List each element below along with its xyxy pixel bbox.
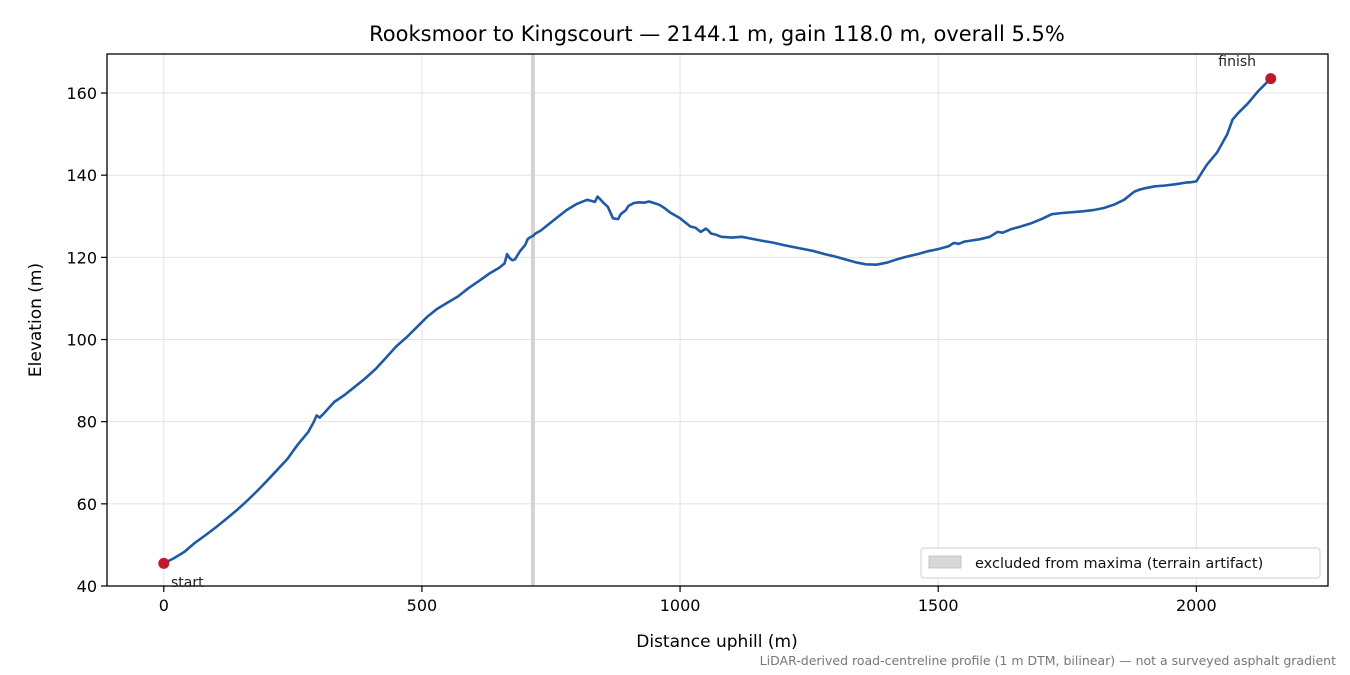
y-tick-label: 160 [66, 84, 97, 103]
chart-title: Rooksmoor to Kingscourt — 2144.1 m, gain… [369, 22, 1065, 46]
y-tick-label: 80 [77, 413, 97, 432]
x-axis-title: Distance uphill (m) [636, 632, 797, 652]
finish-marker [1265, 73, 1277, 85]
y-tick-label: 140 [66, 166, 97, 185]
legend-swatch [928, 555, 962, 569]
y-axis-title: Elevation (m) [26, 263, 46, 377]
x-tick-label: 2000 [1176, 596, 1217, 615]
y-tick-label: 60 [77, 495, 97, 514]
legend-entry-excluded: excluded from maxima (terrain artifact) [975, 556, 1263, 572]
axis-ticks: 0 500 1000 1500 2000 40 60 80 100 120 140 160 [66, 84, 1216, 615]
elevation-line [163, 77, 1272, 565]
y-tick-label: 100 [66, 331, 97, 350]
finish-label: finish [1218, 54, 1256, 70]
plot-frame [106, 53, 1329, 587]
legend: excluded from maxima (terrain artifact) [920, 547, 1321, 579]
y-tick-label: 40 [77, 577, 97, 596]
legend-box [920, 547, 1321, 579]
start-marker [158, 557, 170, 569]
grid [107, 54, 1328, 587]
x-tick-label: 1000 [660, 596, 701, 615]
y-tick-label: 120 [66, 248, 97, 267]
start-label: start [171, 575, 204, 591]
x-tick-label: 0 [159, 596, 169, 615]
excluded-band [530, 54, 535, 586]
endpoint-markers [158, 73, 1277, 569]
x-tick-label: 1500 [918, 596, 959, 615]
x-tick-label: 500 [407, 596, 438, 615]
footnote: LiDAR-derived road-centreline profile (1… [760, 653, 1336, 668]
excluded-band-strip [530, 54, 535, 586]
